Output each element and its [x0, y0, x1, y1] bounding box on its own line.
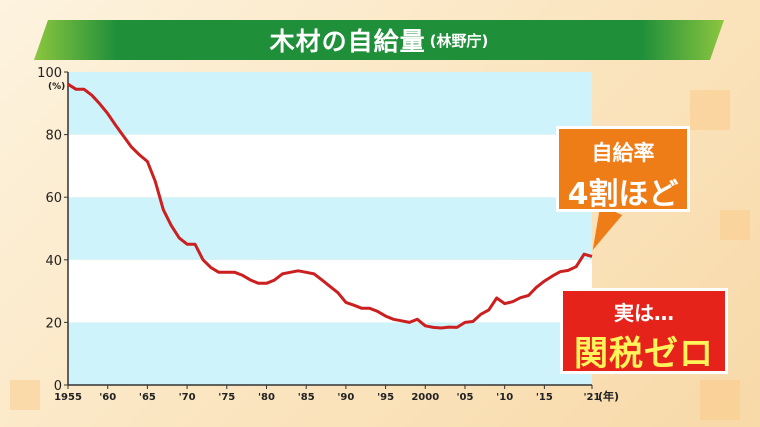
x-unit-label: (年): [598, 389, 619, 403]
tariff-callout: 実は… 関税ゼロ: [560, 288, 728, 374]
y-tick-labels: 0 20 40 60 80 100: [37, 66, 68, 394]
x-tick-label: '60: [99, 392, 116, 403]
x-tick-label: '75: [218, 392, 235, 403]
chart-band: [68, 134, 592, 198]
chart-band: [68, 197, 592, 260]
x-tick-labels: 1955 '60 '65 '70 '75 '80 '85 '90 '95 2000 '05 '10 '1…: [54, 385, 601, 403]
chart-band: [68, 72, 592, 135]
y-tick-label: 20: [45, 316, 62, 331]
y-unit-label: (%): [48, 82, 65, 92]
title-banner: 木材の自給量 (林野庁): [34, 20, 724, 60]
x-tick-label: '95: [377, 392, 394, 403]
x-tick-label: '85: [298, 392, 315, 403]
x-tick-label: '70: [179, 392, 196, 403]
self-sufficiency-callout: 自給率 4割ほど: [556, 126, 690, 212]
x-tick-label: '10: [496, 392, 513, 403]
callout-rate-label: 自給率: [591, 141, 655, 165]
x-tick-label: '90: [337, 392, 354, 403]
decor-block: [700, 380, 740, 420]
decor-block: [690, 90, 730, 130]
y-tick-label: 60: [45, 191, 62, 206]
x-tick-label: '21: [584, 392, 601, 403]
y-tick-label: 0: [54, 379, 62, 394]
decor-block: [720, 210, 750, 240]
x-tick-label: 2000: [411, 392, 439, 403]
x-tick-label: '05: [456, 392, 473, 403]
chart-bands: [68, 72, 592, 385]
y-tick-label: 40: [45, 254, 62, 269]
chart-title: 木材の自給量: [269, 27, 426, 56]
callout-tariff-label: 実は…: [614, 301, 674, 325]
y-tick-label: 80: [45, 129, 62, 144]
decor-block: [10, 380, 40, 410]
x-tick-label: '80: [258, 392, 275, 403]
y-tick-label: 100: [37, 66, 62, 81]
x-tick-label: 1955: [54, 392, 82, 403]
series-line: [67, 82, 593, 330]
chart-source: (林野庁): [429, 31, 489, 50]
x-tick-label: '15: [536, 392, 553, 403]
chart-band: [68, 259, 592, 323]
chart-band: [68, 322, 592, 385]
callout-tariff-value: 関税ゼロ: [574, 334, 714, 374]
x-tick-label: '65: [139, 392, 156, 403]
callout-rate-value: 4割ほど: [567, 177, 679, 212]
